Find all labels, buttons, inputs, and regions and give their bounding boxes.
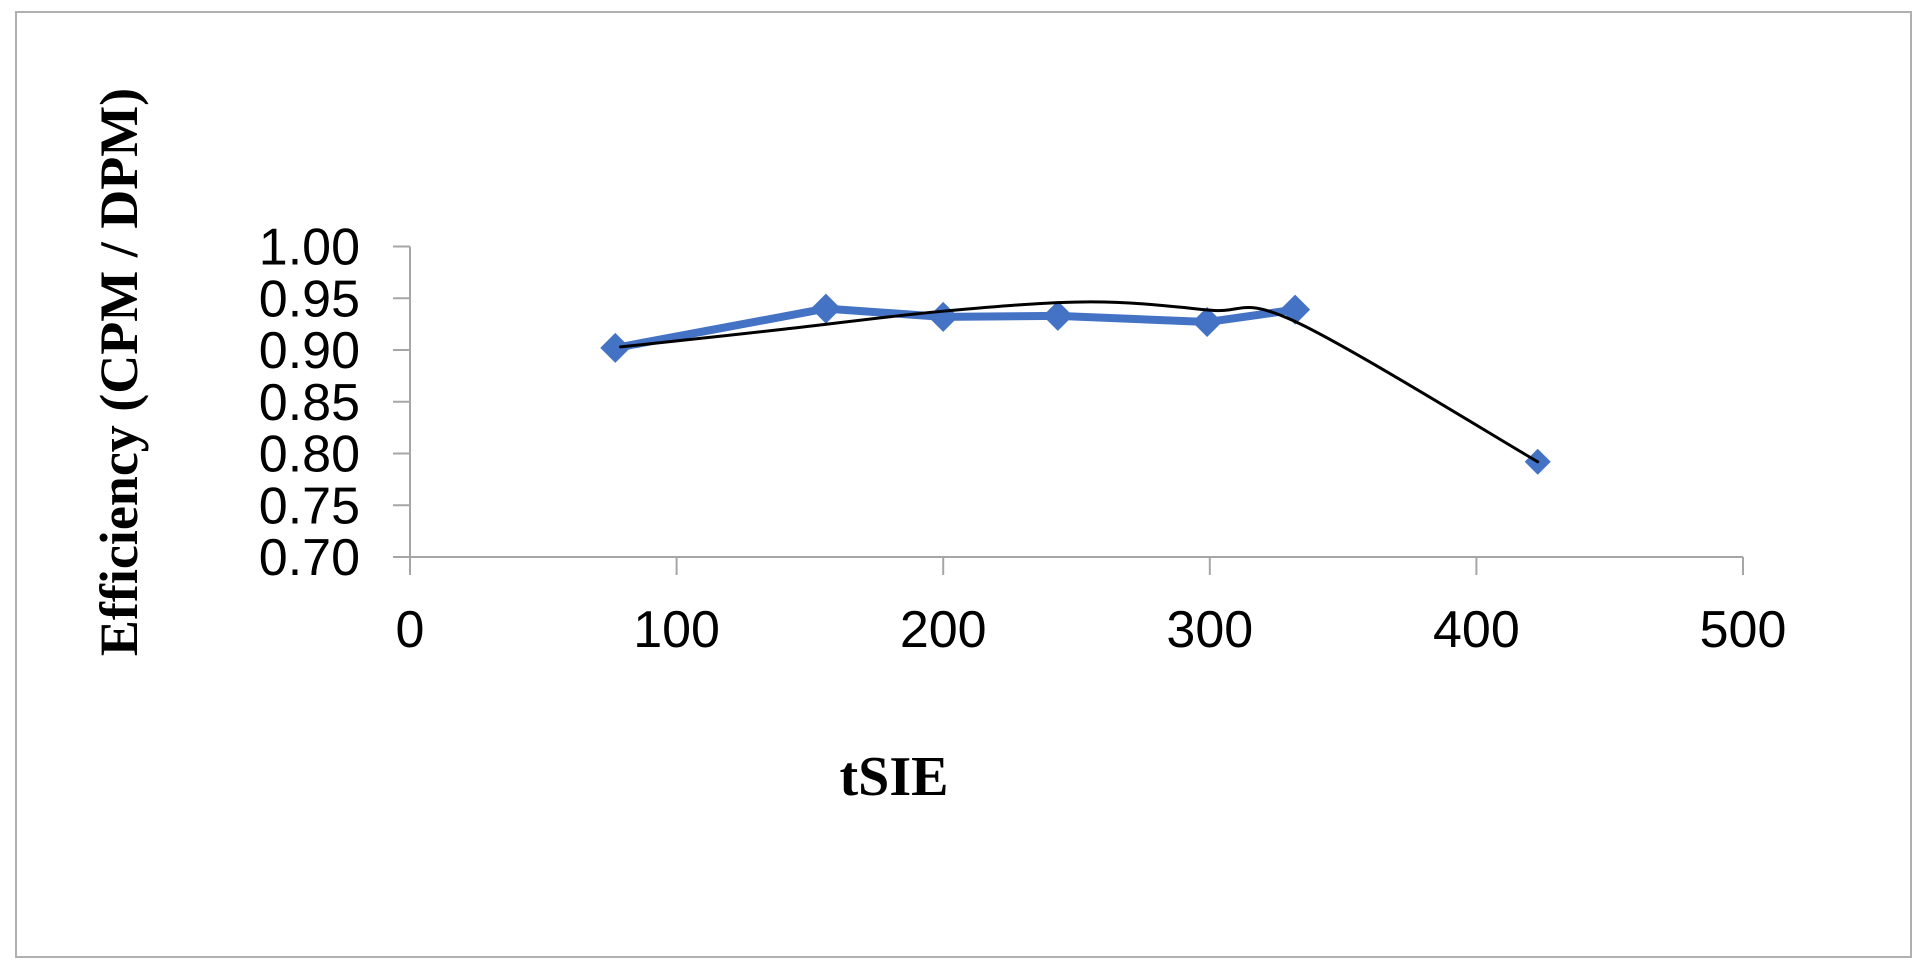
y-tick-label: 1.00 (259, 219, 360, 277)
x-tick-label: 400 (1433, 601, 1520, 659)
chart-frame-border (15, 11, 1912, 958)
y-axis-title: Efficiency (CPM / DPM) (89, 88, 149, 656)
x-tick-label: 500 (1700, 601, 1787, 659)
efficiency-series-line (611, 304, 1300, 352)
data-point-marker (1192, 307, 1223, 338)
y-tick-label: 0.70 (259, 529, 360, 587)
data-point-marker (1042, 300, 1073, 331)
tick-labels-layer: 0.700.750.800.850.900.951.00 0 100 200 300 40… (259, 219, 1787, 660)
x-axis-title: tSIE (840, 746, 949, 808)
y-tick-label: 0.75 (259, 477, 360, 535)
x-tick-label: 100 (633, 601, 720, 659)
data-point-marker (928, 301, 959, 332)
axes-layer (393, 245, 1744, 575)
data-point-marker (810, 293, 841, 324)
y-tick-label: 0.90 (259, 322, 360, 380)
data-point-marker (600, 332, 631, 363)
x-tick-label: 300 (1166, 601, 1253, 659)
x-tick-label: 200 (900, 601, 987, 659)
y-tick-label: 0.95 (259, 270, 360, 328)
trendline-layer (619, 300, 1540, 464)
y-tick-label: 0.85 (259, 374, 360, 432)
y-tick-label: 0.80 (259, 426, 360, 484)
trendline-curve (619, 300, 1540, 464)
x-tick-label: 0 (396, 601, 425, 659)
